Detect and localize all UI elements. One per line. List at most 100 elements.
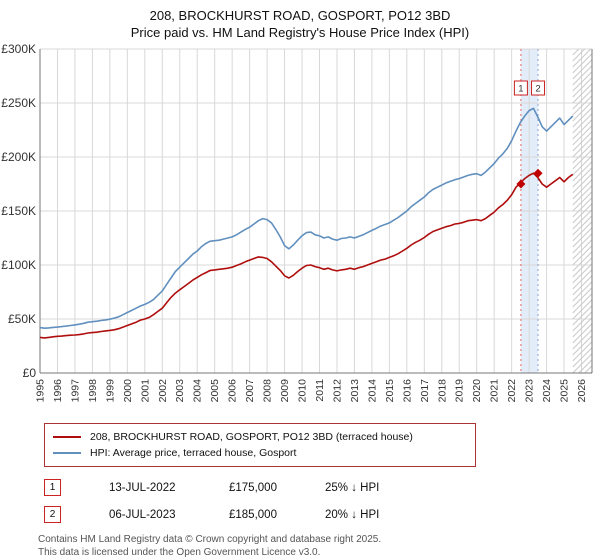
x-tick-label: 2020 — [471, 379, 483, 403]
sale-flag-1 — [513, 80, 528, 96]
future-hatch-line — [572, 311, 593, 332]
x-tick-label: 1998 — [87, 379, 99, 403]
page-title: 208, BROCKHURST ROAD, GOSPORT, PO12 3BD — [149, 8, 451, 23]
x-tick-label: 2023 — [524, 379, 536, 403]
hpi-line — [39, 107, 574, 330]
x-tick-label: 2005 — [209, 379, 221, 403]
future-hatch-line — [572, 59, 593, 80]
x-tick-label: 2012 — [331, 379, 343, 403]
transaction-2-price: £185,000 — [229, 508, 277, 521]
x-tick-label: 2009 — [279, 379, 291, 403]
sale-flag-number-2: 2 — [535, 84, 540, 95]
x-tick-label: 2002 — [157, 379, 169, 403]
x-tick-label: 2015 — [384, 379, 396, 403]
future-hatch-line — [572, 77, 593, 98]
x-tick-label: 2007 — [244, 379, 256, 403]
y-tick-label: £150K — [1, 204, 36, 218]
future-hatch-line — [584, 365, 593, 374]
future-hatch-line — [572, 125, 593, 146]
x-tick-label: 2011 — [314, 379, 326, 402]
future-hatch-line — [572, 71, 593, 92]
future-hatch-line — [572, 113, 593, 134]
future-hatch-line — [572, 179, 593, 200]
future-hatch-line — [572, 83, 593, 104]
transaction-row-1: 1 13-JUL-2022 £175,000 25% ↓ HPI — [44, 479, 600, 496]
future-hatch-line — [572, 287, 593, 308]
x-tick-label: 1999 — [104, 379, 116, 403]
future-hatch-line — [572, 149, 593, 170]
x-tick-label: 2018 — [436, 379, 448, 403]
legend-item-price-paid: 208, BROCKHURST ROAD, GOSPORT, PO12 3BD … — [53, 429, 467, 445]
future-hatch-line — [572, 227, 593, 248]
future-hatch-line — [572, 191, 593, 212]
future-hatch-line — [572, 257, 593, 278]
x-tick-label: 2008 — [262, 379, 274, 403]
future-hatch-line — [572, 167, 593, 188]
future-hatch-line — [572, 215, 593, 236]
legend-label-price-paid: 208, BROCKHURST ROAD, GOSPORT, PO12 3BD … — [90, 431, 413, 443]
future-hatch-line — [572, 353, 593, 374]
future-hatch-line — [572, 48, 580, 56]
y-tick-label: £200K — [1, 150, 36, 164]
transaction-1-price: £175,000 — [229, 481, 277, 494]
x-tick-label: 2016 — [401, 379, 413, 403]
y-tick-label: £300K — [1, 42, 36, 56]
future-hatch-line — [572, 233, 593, 254]
sale-flag-2 — [531, 80, 546, 96]
future-hatch-line — [572, 323, 593, 344]
future-hatch-line — [572, 335, 593, 356]
future-hatch-line — [572, 263, 593, 284]
x-tick-label: 1997 — [69, 379, 81, 403]
footer-line-1: Contains HM Land Registry data © Crown c… — [38, 534, 382, 545]
x-tick-label: 2001 — [139, 379, 151, 403]
future-hatch-line — [572, 185, 593, 206]
page-subtitle: Price paid vs. HM Land Registry's House … — [130, 25, 470, 40]
future-hatch-line — [572, 65, 593, 86]
sale-marker-1 — [516, 179, 526, 189]
x-tick-label: 2003 — [174, 379, 186, 403]
x-tick-label: 1995 — [35, 379, 47, 403]
hpi-line-swatch — [53, 452, 81, 454]
future-hatch-line — [572, 131, 593, 152]
x-tick-label: 2004 — [192, 379, 204, 403]
sale-flag-number-1: 1 — [518, 84, 523, 95]
chart-header: 208, BROCKHURST ROAD, GOSPORT, PO12 3BD … — [0, 0, 600, 41]
x-tick-label: 2013 — [349, 379, 361, 403]
x-tick-label: 2025 — [559, 379, 571, 403]
future-hatch-line — [572, 89, 593, 110]
future-hatch-line — [572, 281, 593, 302]
future-hatch-line — [572, 48, 586, 62]
future-hatch-line — [572, 221, 593, 242]
future-hatch-line — [572, 203, 593, 224]
x-tick-label: 2026 — [576, 379, 588, 403]
y-tick-label: £100K — [1, 258, 36, 272]
future-hatch-line — [572, 143, 593, 164]
future-hatch-line — [572, 209, 593, 230]
future-hatch-line — [572, 293, 593, 314]
transaction-2-vs-hpi: 20% ↓ HPI — [325, 508, 380, 521]
future-hatch-line — [572, 239, 593, 260]
future-hatch-line — [572, 329, 593, 350]
future-hatch-line — [572, 53, 593, 74]
future-hatch-line — [572, 317, 593, 338]
future-hatch-line — [572, 347, 593, 368]
x-tick-label: 2017 — [419, 379, 431, 403]
future-hatch-line — [572, 299, 593, 320]
sale-marker-2 — [533, 168, 543, 178]
future-hatch-line — [572, 245, 593, 266]
transaction-row-2: 2 06-JUL-2023 £185,000 20% ↓ HPI — [44, 506, 600, 523]
future-hatch-line — [572, 197, 593, 218]
x-tick-label: 2006 — [227, 379, 239, 403]
price-paid-line-swatch — [53, 436, 81, 438]
y-tick-label: £0 — [23, 366, 37, 380]
future-hatch-line — [572, 155, 593, 176]
x-tick-label: 1996 — [52, 379, 64, 403]
future-hatch-line — [572, 161, 593, 182]
legend-item-hpi: HPI: Average price, terraced house, Gosp… — [53, 445, 467, 461]
future-hatch-line — [572, 107, 593, 128]
future-hatch-line — [572, 305, 593, 326]
future-hatch-line — [572, 95, 593, 116]
future-hatch-line — [572, 173, 593, 194]
transaction-1-flag: 1 — [44, 479, 61, 496]
future-hatch-line — [572, 275, 593, 296]
